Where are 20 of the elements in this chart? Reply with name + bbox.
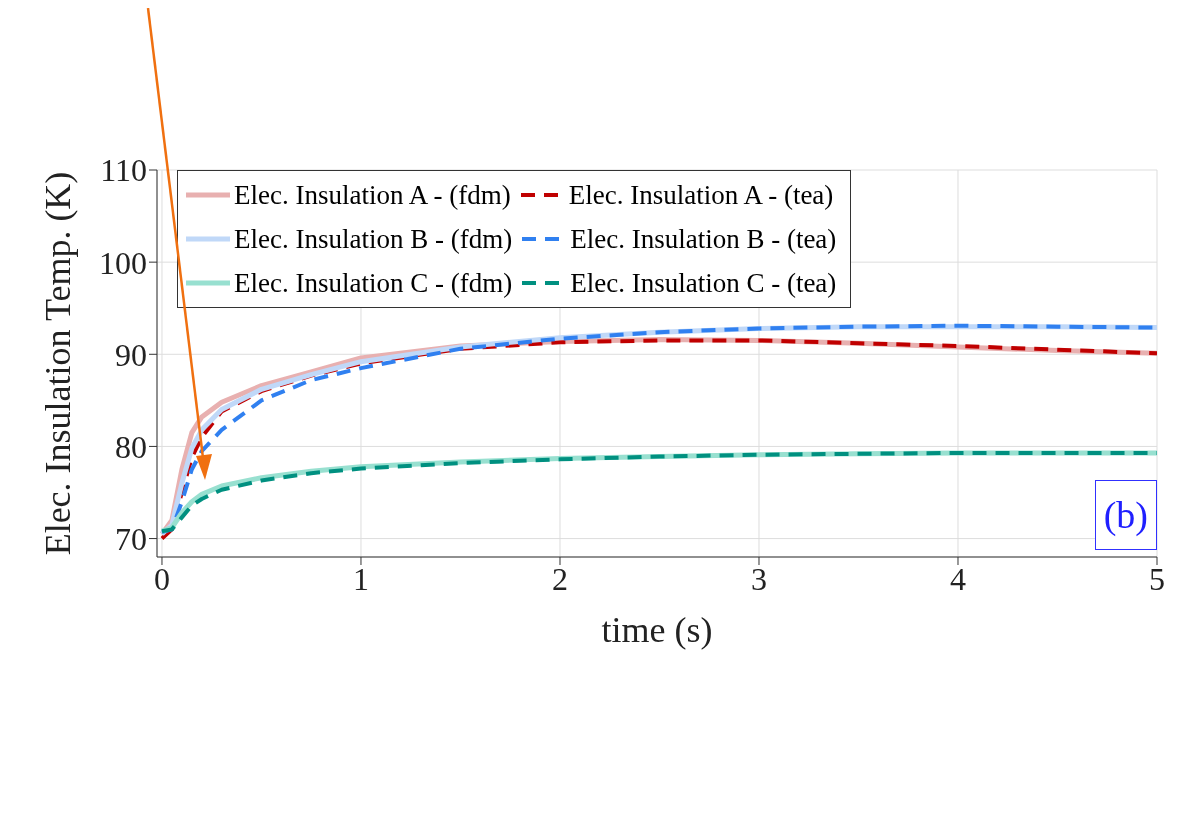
x-tick-label: 0 <box>153 560 170 597</box>
legend-label: Elec. Insulation C - (tea) <box>570 267 837 300</box>
x-tick-label: 3 <box>750 560 767 597</box>
y-tick-label: 90 <box>115 336 147 373</box>
y-tick-label: 70 <box>115 520 147 557</box>
legend-label: Elec. Insulation B - (fdm) <box>234 223 513 256</box>
legend-label: Elec. Insulation B - (tea) <box>570 223 837 256</box>
legend-label: Elec. Insulation C - (fdm) <box>234 267 513 300</box>
annotation: (b) <box>1094 480 1157 550</box>
legend-label: Elec. Insulation A - (fdm) <box>234 179 511 212</box>
x-tick-label: 2 <box>551 560 568 597</box>
x-tick-label: 4 <box>949 560 966 597</box>
legend-label: Elec. Insulation A - (tea) <box>568 179 834 212</box>
y-tick-label: 100 <box>99 244 147 281</box>
y-axis-title: Elec. Insulation Temp. (K) <box>37 171 78 556</box>
x-tick-label: 1 <box>352 560 369 597</box>
x-tick-label: 5 <box>1149 560 1165 597</box>
y-tick-label: 110 <box>100 152 147 189</box>
x-axis-title: time (s) <box>601 610 713 650</box>
y-tick-label: 80 <box>115 428 147 465</box>
